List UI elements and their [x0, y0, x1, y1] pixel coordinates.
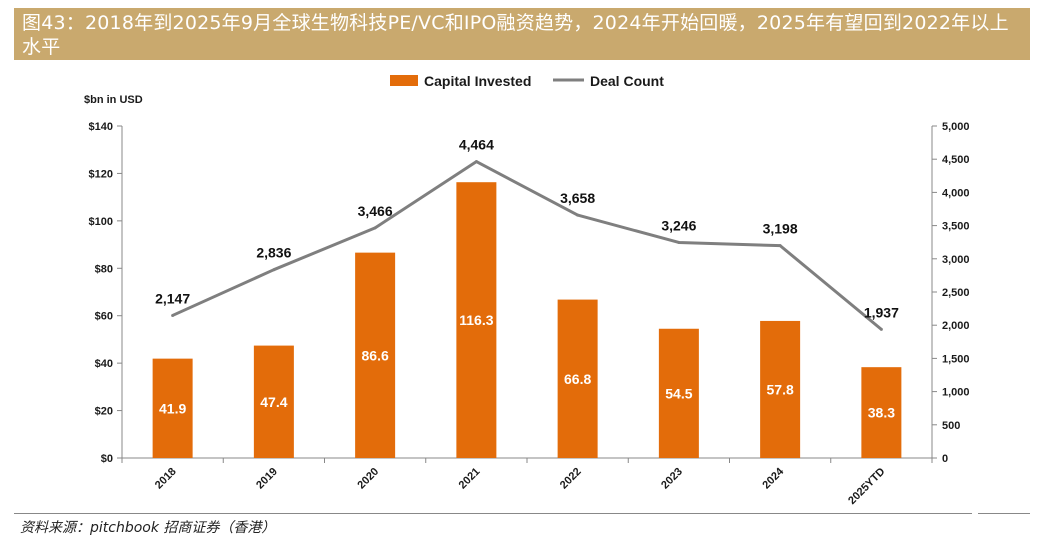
- figure-header: 图43：2018年到2025年9月全球生物科技PE/VC和IPO融资趋势，202…: [14, 8, 1030, 60]
- bar-capital-invested: [456, 182, 497, 458]
- bar-capital-invested: [658, 328, 699, 458]
- line-value-label: 2,147: [155, 290, 190, 306]
- bar-value-label: 86.6: [362, 347, 389, 363]
- left-axis-unit: $bn in USD: [84, 94, 143, 106]
- line-point-deal-count: [879, 327, 883, 331]
- line-point-deal-count: [272, 268, 276, 272]
- combo-chart: Capital Invested Deal Count $bn in USD $…: [84, 73, 970, 507]
- bar-value-label: 38.3: [868, 405, 895, 421]
- right-tick-label: 2,500: [942, 287, 970, 299]
- bar-capital-invested: [760, 320, 801, 458]
- x-tick-label: 2024: [760, 465, 786, 491]
- line-value-label: 4,464: [459, 137, 494, 153]
- right-tick-label: 0: [942, 453, 948, 465]
- left-tick-label: $60: [95, 311, 113, 323]
- line-value-label: 3,658: [560, 190, 595, 206]
- right-tick-label: 3,500: [942, 221, 970, 233]
- line-point-deal-count: [778, 244, 782, 248]
- right-tick-label: 4,500: [942, 154, 970, 166]
- bar-value-label: 116.3: [459, 312, 493, 328]
- x-tick-label: 2020: [355, 466, 381, 492]
- left-tick-label: $40: [95, 358, 113, 370]
- line-point-deal-count: [576, 213, 580, 217]
- line-point-deal-count: [171, 313, 175, 317]
- right-tick-label: 5,000: [942, 121, 970, 133]
- right-tick-label: 4,000: [942, 187, 970, 199]
- right-tick-label: 500: [942, 420, 960, 432]
- left-tick-label: $80: [95, 263, 113, 275]
- right-tick-label: 2,000: [942, 320, 970, 332]
- line-point-deal-count: [677, 240, 681, 244]
- line-value-label: 2,836: [256, 245, 291, 261]
- right-tick-label: 3,000: [942, 254, 970, 266]
- left-tick-label: $120: [89, 168, 113, 180]
- legend-swatch-capital-invested: [390, 75, 418, 86]
- line-value-label: 3,466: [358, 203, 393, 219]
- figure-title: 图43：2018年到2025年9月全球生物科技PE/VC和IPO融资趋势，202…: [22, 12, 1009, 58]
- source-divider: [14, 513, 972, 514]
- x-tick-label: 2018: [153, 466, 179, 492]
- left-tick-label: $100: [89, 216, 113, 228]
- source-note: 资料来源：pitchbook 招商证券（香港）: [20, 520, 276, 536]
- left-tick-label: $20: [95, 406, 113, 418]
- bar-capital-invested: [152, 358, 193, 458]
- bar-value-label: 41.9: [159, 400, 186, 416]
- x-tick-label: 2021: [457, 466, 483, 492]
- bar-capital-invested: [253, 345, 294, 458]
- x-tick-label: 2025YTD: [846, 466, 887, 507]
- left-tick-label: $0: [101, 453, 113, 465]
- line-point-deal-count: [373, 226, 377, 230]
- line-point-deal-count: [474, 160, 478, 164]
- line-deal-count: [172, 160, 883, 331]
- line-value-label: 3,246: [661, 217, 696, 233]
- x-tick-label: 2019: [254, 466, 280, 492]
- bar-capital-invested: [861, 367, 902, 458]
- right-tick-label: 1,500: [942, 353, 970, 365]
- line-value-label: 3,198: [763, 221, 798, 237]
- source-divider-right: [978, 513, 1030, 514]
- line-value-label: 1,937: [864, 304, 899, 320]
- bar-value-label: 66.8: [564, 371, 591, 387]
- bar-value-label: 47.4: [260, 394, 287, 410]
- right-tick-label: 1,000: [942, 387, 970, 399]
- bar-value-label: 57.8: [767, 381, 794, 397]
- bar-capital-invested: [557, 299, 598, 458]
- bar-value-label: 54.5: [665, 385, 692, 401]
- legend: Capital Invested Deal Count: [390, 73, 664, 89]
- legend-label-capital-invested: Capital Invested: [424, 73, 531, 89]
- x-tick-label: 2023: [659, 466, 685, 492]
- x-tick-label: 2022: [558, 466, 584, 492]
- legend-label-deal-count: Deal Count: [590, 73, 664, 89]
- bar-capital-invested: [355, 252, 396, 458]
- left-tick-label: $140: [89, 121, 113, 133]
